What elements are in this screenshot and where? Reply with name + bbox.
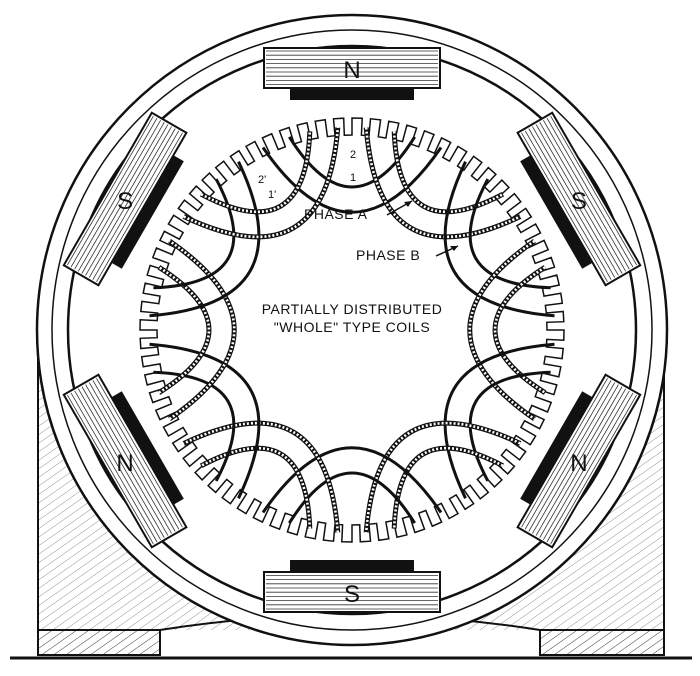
coil-phase-a-outer-3 — [261, 446, 443, 514]
annotations: PHASE A PHASE B PARTIALLY DISTRIBUTED "W… — [258, 149, 459, 335]
coil-phase-a-outer-4 — [149, 342, 261, 499]
pole-upper-right-label: S — [571, 188, 587, 215]
coil-phase-a-outer-2 — [443, 342, 555, 499]
coil-phase-a-outer-1 — [443, 161, 555, 318]
pole-upper-left-label: S — [117, 188, 133, 215]
coil-number-2-prime: 2' — [258, 174, 266, 186]
coil-number-1-prime: 1' — [268, 189, 276, 201]
pole-bottom: S — [263, 560, 441, 613]
pole-upper-right: S — [516, 111, 642, 287]
pole-lower-right: N — [516, 373, 642, 549]
coil-layer — [149, 127, 555, 533]
phase-a-label: PHASE A — [304, 206, 368, 222]
center-label-line1: PARTIALLY DISTRIBUTED — [262, 301, 443, 317]
coil-phase-a-inner-2 — [468, 370, 551, 482]
pole-lower-right-label: N — [570, 450, 587, 477]
center-label-line2: "WHOLE" TYPE COILS — [274, 319, 430, 335]
coil-number-1: 1 — [350, 172, 356, 184]
pole-top-label: N — [343, 57, 360, 84]
pole-top: N — [263, 47, 441, 100]
pole-layer: N S N S N S — [62, 47, 642, 613]
pole-lower-left-label: N — [116, 450, 133, 477]
pole-upper-left: S — [62, 111, 188, 287]
pole-bottom-label: S — [344, 581, 360, 608]
coil-phase-a-inner-5 — [153, 178, 236, 290]
coil-phase-a-outer-0 — [261, 146, 443, 214]
coil-phase-a-outer-5 — [149, 161, 261, 318]
pole-lower-left: N — [62, 373, 188, 549]
phase-b-label: PHASE B — [356, 247, 420, 263]
coil-number-2: 2 — [350, 149, 356, 161]
